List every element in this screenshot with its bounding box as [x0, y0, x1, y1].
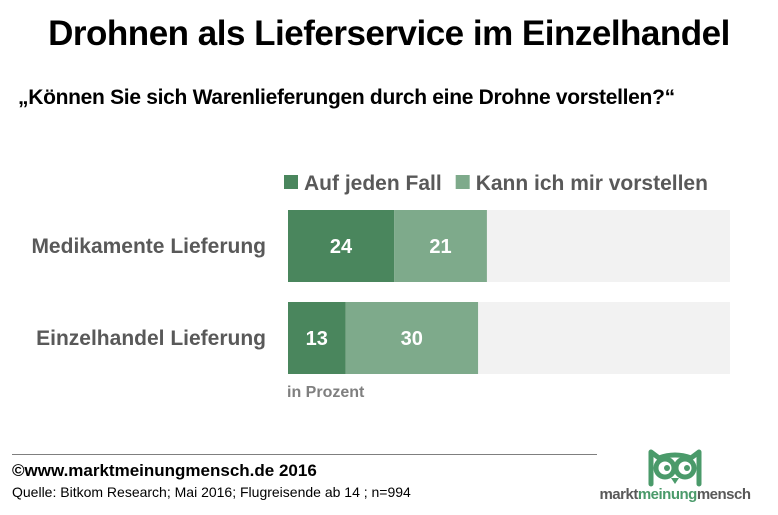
bar-segment — [288, 210, 395, 282]
category-label: Einzelhandel Lieferung — [36, 327, 266, 350]
legend-label-2: Kann ich mir vorstellen — [476, 172, 708, 195]
data-label: 24 — [330, 236, 353, 258]
data-label: 13 — [306, 328, 328, 350]
chart-subtitle: „Können Sie sich Warenlieferungen durch … — [18, 86, 675, 109]
data-label: 30 — [401, 328, 423, 350]
legend-swatch-1 — [284, 175, 298, 189]
legend-swatch-2 — [455, 175, 470, 189]
unit-label: in Prozent — [287, 384, 365, 400]
legend-label-1: Auf jeden Fall — [304, 172, 442, 195]
category-label: Medikamente Lieferung — [31, 235, 266, 258]
copyright-text: ©www.marktmeinungmensch.de 2016 — [12, 461, 317, 480]
source-text: Quelle: Bitkom Research; Mai 2016; Flugr… — [12, 484, 411, 500]
bar-segment — [288, 302, 346, 374]
footer-divider — [12, 454, 597, 455]
bar-segment — [345, 302, 479, 374]
brand-logo: marktmeinungmensch — [585, 444, 765, 506]
bar-chart: Auf jeden Fall Kann ich mir vorstellen Med… — [31, 172, 730, 400]
data-label: 21 — [429, 236, 451, 258]
logo-wordmark: marktmeinungmensch — [599, 486, 751, 503]
bar-segment — [394, 210, 487, 282]
chart-title: Drohnen als Lieferservice im Einzelhande… — [48, 14, 730, 53]
owl-icon — [648, 449, 702, 487]
